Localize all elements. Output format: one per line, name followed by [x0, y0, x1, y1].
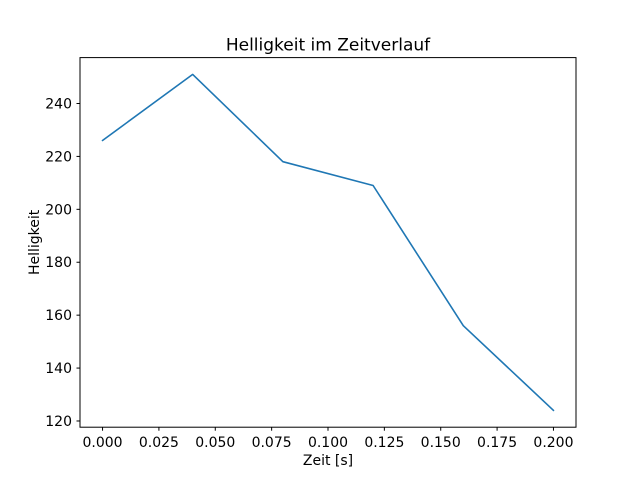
x-tick-label: 0.075 [252, 435, 292, 451]
y-tick-label: 240 [45, 97, 72, 113]
y-tick-label: 220 [45, 149, 72, 165]
x-axis-label: Zeit [s] [303, 453, 353, 469]
plot-border [79, 57, 577, 428]
y-tick-label: 120 [45, 414, 72, 430]
x-tick-label: 0.150 [421, 435, 461, 451]
line-series [101, 73, 555, 412]
y-tick-label: 180 [45, 255, 72, 271]
x-tick-label: 0.025 [139, 435, 179, 451]
x-tick-label: 0.100 [308, 435, 348, 451]
y-tick-label: 200 [45, 202, 72, 218]
chart-title: Helligkeit im Zeitverlauf [226, 36, 431, 56]
y-axis-label: Helligkeit [27, 209, 43, 275]
y-tick-label: 160 [45, 308, 72, 324]
x-tick-label: 0.125 [364, 435, 404, 451]
y-axis-ticks: 120 140 160 180 200 220 240 [45, 97, 80, 430]
x-tick-label: 0.000 [82, 435, 122, 451]
x-tick-label: 0.200 [533, 435, 573, 451]
x-axis-ticks: 0.000 0.025 0.050 0.075 0.100 0.125 0.150 0.175… [82, 427, 574, 451]
x-tick-label: 0.175 [477, 435, 517, 451]
x-tick-label: 0.050 [195, 435, 235, 451]
y-tick-label: 140 [45, 361, 72, 377]
